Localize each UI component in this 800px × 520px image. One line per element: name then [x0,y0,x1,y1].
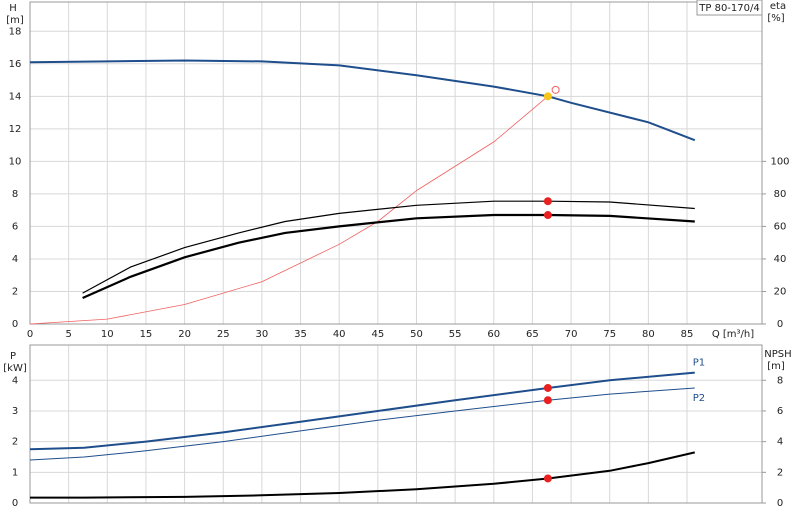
point-marker [543,383,552,392]
y2-tick-label: 8 [777,375,783,386]
point-marker [543,474,552,483]
x-tick-label: 25 [217,329,230,340]
y-tick-label: 1 [12,467,18,478]
series-line [29,59,696,142]
y2-axis-unit: [m] [767,361,785,372]
x-tick-label: 15 [140,329,153,340]
y-tick-label: 0 [12,319,18,330]
y2-tick-label: 80 [774,189,787,200]
x-tick-label: 85 [681,329,694,340]
x-tick-label: 30 [256,329,269,340]
y2-tick-label: 6 [777,406,783,417]
series-line [29,371,695,451]
point-marker [543,197,552,206]
y-axis-label: P [10,351,16,362]
series-line [29,387,695,461]
y-tick-label: 2 [12,286,18,297]
x-tick-label: 45 [371,329,384,340]
x-tick-label: 60 [487,329,500,340]
title-box [696,0,763,16]
y-tick-label: 16 [9,59,22,70]
y-axis-label: H [9,3,17,14]
chart-title: TP 80-170/4 [698,3,759,14]
y-tick-label: 14 [9,91,22,102]
y2-axis-label: eta [770,1,786,12]
point-marker [543,211,552,220]
y-axis-unit: [m] [6,15,24,26]
x-tick-label: 5 [65,329,71,340]
point-marker [551,85,560,94]
point-marker [543,92,552,101]
y-tick-label: 4 [12,375,18,386]
x-tick-label: 75 [603,329,616,340]
y2-tick-label: 0 [777,319,783,330]
series-label: P2 [693,393,705,404]
y-tick-label: 6 [12,221,18,232]
y2-tick-label: 0 [777,498,783,509]
x-tick-label: 0 [27,329,33,340]
y-tick-label: 0 [12,498,18,509]
series-label: P1 [693,358,705,369]
y2-tick-label: 4 [777,437,783,448]
x-tick-label: 40 [333,329,346,340]
y2-axis-unit: [%] [767,13,784,24]
series-line [82,213,695,300]
y2-tick-label: 2 [777,467,783,478]
x-tick-label: 35 [294,329,307,340]
x-tick-label: 70 [565,329,578,340]
x-tick-label: 55 [449,329,462,340]
x-tick-label: 65 [526,329,539,340]
series-line [82,200,695,294]
plot-frame [29,344,763,504]
x-tick-label: 50 [410,329,423,340]
plot-frame [29,1,763,325]
y2-tick-label: 60 [774,221,787,232]
x-tick-label: 20 [178,329,191,340]
series-line [30,451,696,499]
y-tick-label: 12 [9,124,22,135]
y2-tick-label: 40 [774,254,787,265]
y-tick-label: 10 [9,156,22,167]
y2-axis-label: NPSH [764,349,791,360]
y2-tick-label: 100 [770,156,789,167]
x-tick-label: 80 [642,329,655,340]
y-tick-label: 2 [12,437,18,448]
y2-tick-label: 20 [774,286,787,297]
y-tick-label: 3 [12,406,18,417]
y-tick-label: 8 [12,189,18,200]
y-tick-label: 4 [12,254,18,265]
y-tick-label: 18 [9,26,22,37]
point-marker [543,396,552,405]
x-axis-label: Q [m³/h] [712,329,754,340]
y-axis-unit: [kW] [3,363,27,374]
series-line [29,95,549,325]
x-tick-label: 10 [101,329,114,340]
